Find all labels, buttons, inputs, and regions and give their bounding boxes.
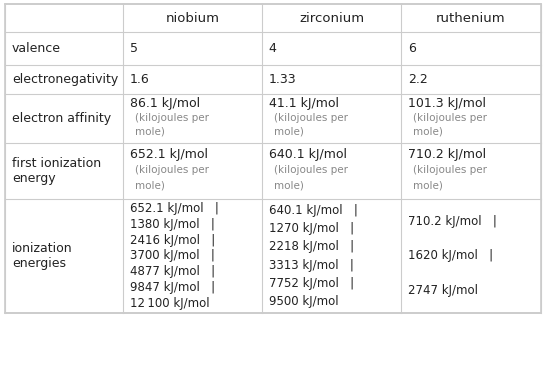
Text: 4877 kJ/mol   |: 4877 kJ/mol |	[130, 265, 215, 278]
Text: 5: 5	[130, 42, 138, 55]
Text: 1380 kJ/mol   |: 1380 kJ/mol |	[130, 218, 215, 231]
Text: ionization
energies: ionization energies	[12, 242, 73, 270]
Text: (kilojoules per: (kilojoules per	[413, 113, 488, 123]
Text: 652.1 kJ/mol   |: 652.1 kJ/mol |	[130, 202, 218, 215]
Text: mole): mole)	[413, 127, 443, 137]
Text: 9847 kJ/mol   |: 9847 kJ/mol |	[130, 281, 215, 294]
Text: mole): mole)	[413, 181, 443, 191]
Text: zirconium: zirconium	[299, 11, 364, 25]
Text: 2218 kJ/mol   |: 2218 kJ/mol |	[269, 240, 354, 253]
Text: mole): mole)	[274, 127, 304, 137]
Text: valence: valence	[12, 42, 61, 55]
Text: electronegativity: electronegativity	[12, 73, 118, 86]
Text: niobium: niobium	[166, 11, 219, 25]
Text: 3313 kJ/mol   |: 3313 kJ/mol |	[269, 259, 354, 272]
Text: 710.2 kJ/mol: 710.2 kJ/mol	[408, 148, 486, 161]
Text: 9500 kJ/mol: 9500 kJ/mol	[269, 295, 339, 308]
Text: electron affinity: electron affinity	[12, 112, 111, 125]
Text: 101.3 kJ/mol: 101.3 kJ/mol	[408, 97, 486, 110]
Text: first ionization
energy: first ionization energy	[12, 157, 101, 185]
Text: 652.1 kJ/mol: 652.1 kJ/mol	[130, 148, 207, 161]
Text: mole): mole)	[274, 181, 304, 191]
Text: 2747 kJ/mol: 2747 kJ/mol	[408, 284, 478, 297]
Text: 1.6: 1.6	[130, 73, 150, 86]
Text: 3700 kJ/mol   |: 3700 kJ/mol |	[130, 249, 215, 262]
Text: (kilojoules per: (kilojoules per	[274, 113, 348, 123]
Text: 640.1 kJ/mol: 640.1 kJ/mol	[269, 148, 347, 161]
Text: (kilojoules per: (kilojoules per	[135, 165, 209, 175]
Text: (kilojoules per: (kilojoules per	[274, 165, 348, 175]
Text: 2.2: 2.2	[408, 73, 428, 86]
Text: 2416 kJ/mol   |: 2416 kJ/mol |	[130, 234, 215, 247]
Text: (kilojoules per: (kilojoules per	[135, 113, 209, 123]
Text: (kilojoules per: (kilojoules per	[413, 165, 488, 175]
Text: 12 100 kJ/mol: 12 100 kJ/mol	[130, 296, 209, 309]
Text: 1620 kJ/mol   |: 1620 kJ/mol |	[408, 249, 493, 262]
Text: 640.1 kJ/mol   |: 640.1 kJ/mol |	[269, 204, 358, 217]
Text: mole): mole)	[135, 181, 165, 191]
Text: mole): mole)	[135, 127, 165, 137]
Text: 1.33: 1.33	[269, 73, 296, 86]
Text: 4: 4	[269, 42, 277, 55]
Text: 1270 kJ/mol   |: 1270 kJ/mol |	[269, 222, 354, 235]
Text: 710.2 kJ/mol   |: 710.2 kJ/mol |	[408, 215, 497, 228]
Text: 41.1 kJ/mol: 41.1 kJ/mol	[269, 97, 339, 110]
Text: ruthenium: ruthenium	[436, 11, 506, 25]
Text: 86.1 kJ/mol: 86.1 kJ/mol	[130, 97, 200, 110]
Text: 6: 6	[408, 42, 416, 55]
Text: 7752 kJ/mol   |: 7752 kJ/mol |	[269, 277, 354, 290]
